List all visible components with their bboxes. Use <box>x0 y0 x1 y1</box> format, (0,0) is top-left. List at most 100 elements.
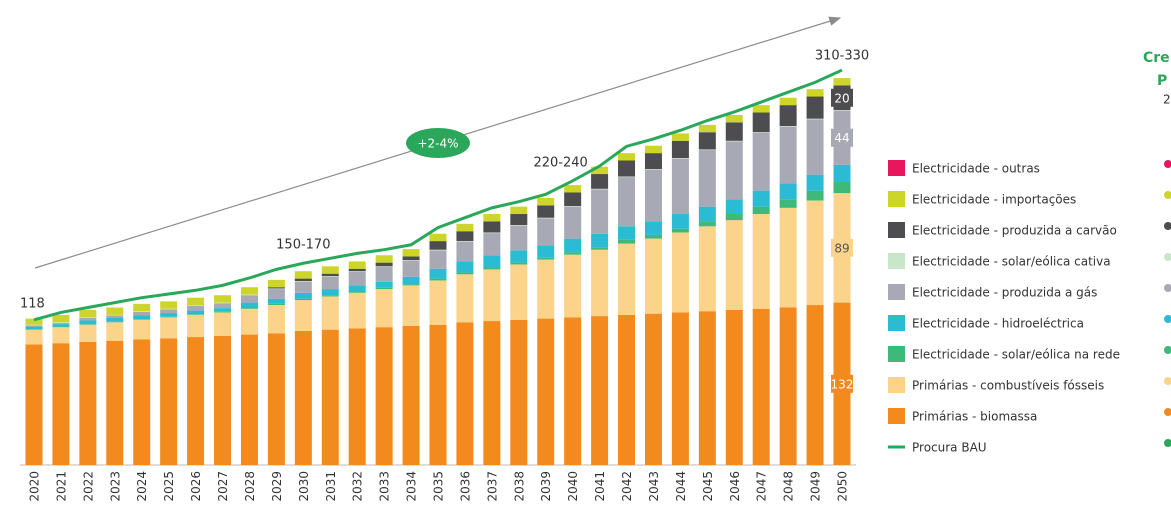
bar-segment <box>671 232 689 313</box>
bar-segment <box>106 317 124 322</box>
bar-segment <box>79 341 97 465</box>
side-dot <box>1164 377 1171 385</box>
legend-label: Electricidade - outras <box>912 162 1040 176</box>
bar-segment <box>671 228 689 233</box>
bar-segment <box>160 301 178 309</box>
bar-segment <box>564 252 582 255</box>
bar-segment <box>214 312 232 336</box>
bar-segment <box>752 308 770 465</box>
bar-segment <box>644 221 662 235</box>
x-tick-label: 2045 <box>701 471 715 502</box>
bar-segment <box>52 324 70 327</box>
bar-segment <box>618 239 636 244</box>
legend-label: Electricidade - importações <box>912 193 1076 207</box>
bar-segment <box>187 305 205 311</box>
bar-segment <box>591 189 609 234</box>
bar-segment <box>618 160 636 177</box>
bar-segment <box>106 340 124 465</box>
bar-segment <box>267 305 285 334</box>
bar-segment <box>510 264 528 320</box>
legend-swatch <box>888 160 905 176</box>
x-tick-label: 2020 <box>28 471 42 502</box>
bar-segment <box>725 141 743 200</box>
bar-segment <box>833 110 851 111</box>
bar-segment <box>618 176 636 178</box>
bar-segment <box>402 284 420 286</box>
bar-segment <box>25 325 43 327</box>
bar-segment <box>671 158 689 215</box>
bar-segment <box>267 287 285 289</box>
x-tick-label: 2025 <box>162 471 176 502</box>
bar-segment <box>267 298 285 304</box>
x-tick-label: 2047 <box>755 471 769 502</box>
x-tick-label: 2042 <box>620 471 634 502</box>
legend-swatch <box>888 408 905 424</box>
bar-segment <box>806 200 824 306</box>
bar-segment <box>187 297 205 306</box>
bar-segment <box>79 320 97 325</box>
side-dot <box>1164 253 1171 261</box>
bar-segment <box>375 255 393 263</box>
bar-segment <box>671 140 689 159</box>
legend-label: Electricidade - produzida a gás <box>912 286 1097 300</box>
bar-segment <box>537 257 555 260</box>
bar-segment <box>240 308 258 335</box>
bar-segment <box>618 243 636 315</box>
bar-segment <box>510 225 528 251</box>
x-tick-label: 2028 <box>243 471 257 502</box>
bar-segment <box>833 164 851 183</box>
x-tick-label: 2032 <box>351 471 365 502</box>
bar-segment <box>510 214 528 226</box>
bar-segment <box>806 190 824 201</box>
bar-segment <box>25 344 43 465</box>
bar-segment <box>779 126 797 127</box>
bar-segment <box>375 266 393 282</box>
x-tick-label: 2046 <box>728 471 742 502</box>
bar-segment <box>671 158 689 159</box>
bar-segment <box>833 78 851 86</box>
bar-segment <box>671 133 689 141</box>
legend-label: Primárias - biomassa <box>912 410 1037 424</box>
bar-segment <box>160 338 178 465</box>
bar-segment <box>294 300 312 331</box>
bar-segment <box>267 279 285 288</box>
side-dot <box>1164 346 1171 354</box>
bar-segment <box>537 198 555 206</box>
x-tick-label: 2023 <box>108 471 122 502</box>
bar-segment <box>698 149 716 151</box>
bar-segment <box>752 214 770 309</box>
bar-segment <box>375 287 393 290</box>
bar-segment <box>483 321 501 465</box>
bar-segment <box>725 122 743 141</box>
bar-segment <box>133 315 151 320</box>
legend-label: Electricidade - produzida a carvão <box>912 224 1117 238</box>
bar-segment <box>752 105 770 113</box>
annotation: 220-240 <box>534 155 588 170</box>
bar-segment <box>483 269 501 322</box>
bar-segment <box>644 169 662 170</box>
bar-segment <box>456 231 474 242</box>
bar-segment <box>483 221 501 233</box>
bar-segment <box>160 313 178 317</box>
bar-segment <box>429 324 447 465</box>
bar-segment <box>456 261 474 273</box>
bar-segment <box>429 249 447 251</box>
bar-segment <box>833 182 851 194</box>
legend-label: Electricidade - solar/eólica na rede <box>912 348 1120 362</box>
bar-segment <box>752 112 770 133</box>
bar-segment <box>429 268 447 279</box>
bar-segment <box>321 289 339 296</box>
bar-segment <box>240 287 258 295</box>
bar-segment <box>294 281 312 282</box>
bar-segment <box>294 330 312 465</box>
bar-segment <box>483 233 501 256</box>
x-tick-label: 2037 <box>485 471 499 502</box>
annotation: 118 <box>20 296 45 311</box>
bar-segment <box>698 124 716 133</box>
bar-segment <box>25 318 43 325</box>
side-dot <box>1164 408 1171 416</box>
bar-segment <box>725 114 743 123</box>
side-dot <box>1164 160 1171 168</box>
bar-segment <box>779 126 797 184</box>
x-tick-label: 2034 <box>405 471 419 502</box>
